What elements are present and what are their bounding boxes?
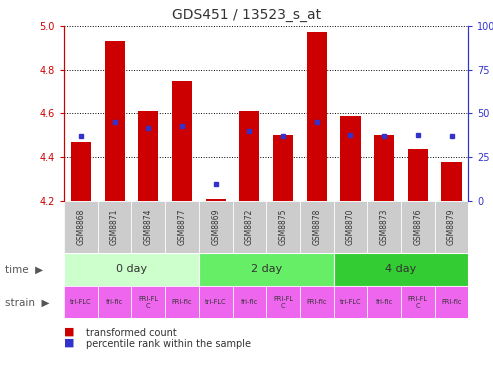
Bar <box>300 286 334 318</box>
Bar <box>266 286 300 318</box>
Text: GSM8877: GSM8877 <box>177 209 186 246</box>
Bar <box>435 286 468 318</box>
Text: tri-FLC: tri-FLC <box>340 299 361 305</box>
Text: time  ▶: time ▶ <box>5 264 43 274</box>
Bar <box>266 201 300 253</box>
Text: FRl-flc: FRl-flc <box>172 299 192 305</box>
Text: FRI-FL
C: FRI-FL C <box>408 296 428 309</box>
Text: 2 day: 2 day <box>250 264 282 274</box>
Text: GSM8868: GSM8868 <box>76 209 85 245</box>
Text: FRI-FL
C: FRI-FL C <box>139 296 158 309</box>
Bar <box>307 32 327 201</box>
Text: 4 day: 4 day <box>386 264 417 274</box>
Text: GSM8870: GSM8870 <box>346 209 355 246</box>
Bar <box>300 201 334 253</box>
Text: fri-flc: fri-flc <box>106 299 123 305</box>
Bar <box>199 201 233 253</box>
Bar <box>172 81 192 201</box>
Bar <box>340 116 360 201</box>
Bar <box>401 286 435 318</box>
Bar <box>206 199 226 201</box>
Bar <box>374 135 394 201</box>
Bar <box>367 201 401 253</box>
Bar <box>334 253 468 286</box>
Text: percentile rank within the sample: percentile rank within the sample <box>86 339 251 349</box>
Bar <box>408 149 428 201</box>
Bar <box>233 286 266 318</box>
Text: FRl-flc: FRl-flc <box>307 299 327 305</box>
Text: 0 day: 0 day <box>116 264 147 274</box>
Bar <box>401 201 435 253</box>
Text: transformed count: transformed count <box>86 328 177 338</box>
Text: GSM8871: GSM8871 <box>110 209 119 245</box>
Text: strain  ▶: strain ▶ <box>5 297 49 307</box>
Bar <box>239 111 259 201</box>
Bar <box>138 111 158 201</box>
Text: fri-flc: fri-flc <box>376 299 393 305</box>
Bar <box>435 201 468 253</box>
Text: GSM8869: GSM8869 <box>211 209 220 246</box>
Bar <box>165 286 199 318</box>
Bar <box>233 201 266 253</box>
Bar <box>334 201 367 253</box>
Text: GDS451 / 13523_s_at: GDS451 / 13523_s_at <box>172 8 321 22</box>
Text: GSM8873: GSM8873 <box>380 209 388 246</box>
Bar <box>199 253 334 286</box>
Text: GSM8875: GSM8875 <box>279 209 287 246</box>
Bar <box>71 142 91 201</box>
Text: tri-FLC: tri-FLC <box>70 299 92 305</box>
Bar <box>132 286 165 318</box>
Bar <box>334 286 367 318</box>
Bar <box>132 201 165 253</box>
Text: fri-flc: fri-flc <box>241 299 258 305</box>
Bar <box>64 286 98 318</box>
Bar <box>367 286 401 318</box>
Text: tri-FLC: tri-FLC <box>205 299 226 305</box>
Bar <box>98 201 132 253</box>
Text: FRI-FL
C: FRI-FL C <box>273 296 293 309</box>
Text: ■: ■ <box>64 338 74 348</box>
Text: FRl-flc: FRl-flc <box>441 299 462 305</box>
Bar <box>64 201 98 253</box>
Text: GSM8876: GSM8876 <box>413 209 423 246</box>
Text: GSM8879: GSM8879 <box>447 209 456 246</box>
Bar <box>199 286 233 318</box>
Bar <box>105 41 125 201</box>
Bar <box>64 253 199 286</box>
Text: GSM8878: GSM8878 <box>312 209 321 245</box>
Text: GSM8872: GSM8872 <box>245 209 254 245</box>
Text: GSM8874: GSM8874 <box>144 209 153 246</box>
Bar <box>165 201 199 253</box>
Bar <box>441 162 461 201</box>
Bar <box>98 286 132 318</box>
Text: ■: ■ <box>64 327 74 337</box>
Bar <box>273 135 293 201</box>
